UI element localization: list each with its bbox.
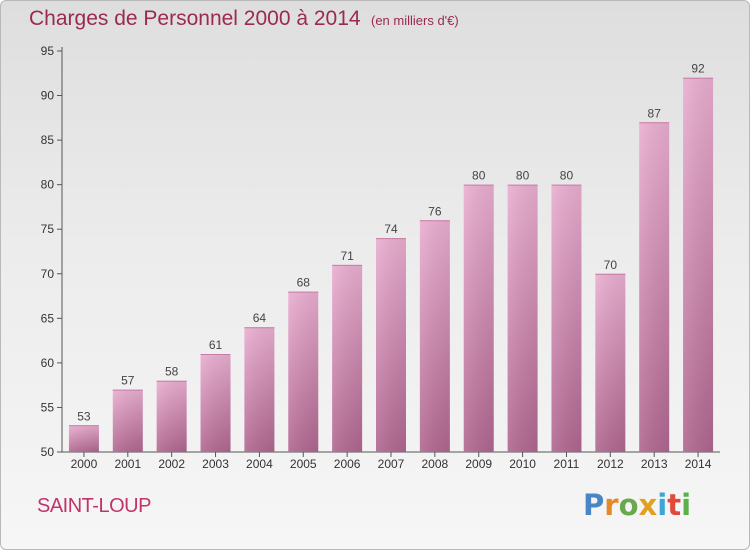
y-tick-label: 95 xyxy=(41,44,55,58)
bar-shade xyxy=(332,264,363,452)
bar-shade xyxy=(595,273,626,452)
y-tick-label: 75 xyxy=(41,222,55,236)
data-label: 68 xyxy=(297,276,311,290)
x-tick-label: 2014 xyxy=(685,457,712,471)
data-label: 74 xyxy=(384,222,398,236)
bar-shade xyxy=(112,389,143,452)
data-label: 92 xyxy=(691,62,705,76)
logo-letter: i xyxy=(657,488,668,522)
x-tick-label: 2003 xyxy=(202,457,229,471)
bar-shade xyxy=(200,353,231,452)
data-label: 80 xyxy=(472,169,486,183)
x-tick-label: 2008 xyxy=(422,457,449,471)
place-name: SAINT-LOUP xyxy=(37,495,151,517)
data-label: 64 xyxy=(253,311,267,325)
bar-shade xyxy=(639,122,670,453)
y-tick-label: 60 xyxy=(41,356,55,370)
bar-shade xyxy=(551,184,582,452)
bar-shade xyxy=(376,238,406,452)
bar-shade xyxy=(507,184,538,452)
bar-shade xyxy=(419,220,450,452)
logo-letter: o xyxy=(618,488,639,522)
y-tick-label: 80 xyxy=(41,178,55,192)
x-tick-label: 2012 xyxy=(597,457,624,471)
x-tick-label: 2011 xyxy=(554,457,580,471)
x-tick-label: 2006 xyxy=(334,457,361,471)
bars xyxy=(68,77,714,453)
x-tick-label: 2007 xyxy=(378,457,405,471)
data-label: 71 xyxy=(340,249,354,263)
chart-title: Charges de Personnel 2000 à 2014 xyxy=(29,7,361,30)
x-tick-label: 2005 xyxy=(290,457,317,471)
logo-letter: t xyxy=(667,488,682,522)
x-tick-label: 2001 xyxy=(114,457,141,471)
data-label: 58 xyxy=(165,365,179,379)
y-tick-label: 90 xyxy=(41,89,55,103)
x-tick-label: 2002 xyxy=(158,457,185,471)
bar-shade xyxy=(683,77,714,452)
data-label: 53 xyxy=(77,409,91,423)
logo-letter: r xyxy=(604,488,619,522)
x-tick-label: 2000 xyxy=(71,457,98,471)
data-label: 57 xyxy=(121,374,135,388)
y-tick-label: 70 xyxy=(41,267,55,281)
bar-shade xyxy=(244,327,275,452)
x-tick-label: 2009 xyxy=(465,457,492,471)
x-tick-label: 2013 xyxy=(641,457,668,471)
bar-shade xyxy=(288,291,319,452)
bar-shade xyxy=(156,380,187,452)
y-tick-label: 65 xyxy=(41,311,55,325)
logo-letter: i xyxy=(681,488,692,522)
data-labels: 53 57 58 61 64 68 71 74 76 80 80 80 70 87 92 xyxy=(77,62,705,424)
x-tick-label: 2010 xyxy=(509,457,536,471)
chart-subtitle: (en milliers d'€) xyxy=(371,13,459,28)
data-label: 70 xyxy=(604,258,618,272)
bar-shade xyxy=(463,184,494,452)
bar-shade xyxy=(68,425,99,452)
proxiti-logo: Proxiti xyxy=(583,488,691,522)
data-label: 76 xyxy=(428,204,442,218)
data-label: 87 xyxy=(648,106,662,120)
data-label: 61 xyxy=(209,338,223,352)
logo-letter: x xyxy=(638,488,658,522)
data-label: 80 xyxy=(516,169,530,183)
y-tick-label: 85 xyxy=(41,133,55,147)
logo-letter: P xyxy=(583,488,605,522)
x-tick-label: 2004 xyxy=(246,457,273,471)
y-tick-label: 50 xyxy=(41,445,55,459)
y-tick-label: 55 xyxy=(41,400,55,414)
data-label: 80 xyxy=(560,169,574,183)
